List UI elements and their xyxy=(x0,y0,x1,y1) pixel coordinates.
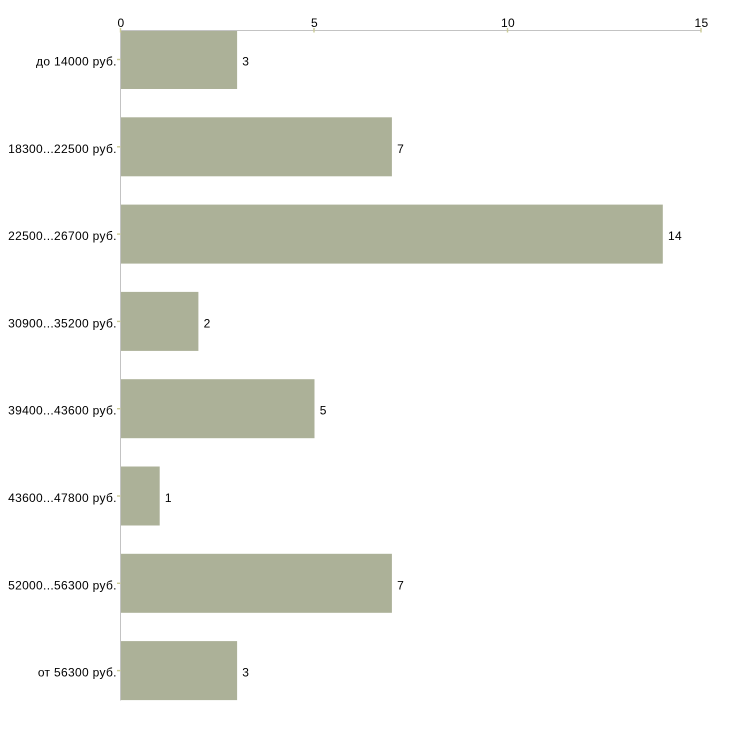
svg-text:до 14000 руб.: до 14000 руб. xyxy=(36,55,117,69)
svg-text:10: 10 xyxy=(501,16,515,30)
svg-text:14: 14 xyxy=(668,229,682,243)
svg-text:15: 15 xyxy=(695,16,709,30)
svg-text:18300...22500 руб.: 18300...22500 руб. xyxy=(8,142,117,156)
svg-text:5: 5 xyxy=(311,16,318,30)
svg-text:52000...56300 руб.: 52000...56300 руб. xyxy=(8,578,117,592)
svg-text:3: 3 xyxy=(242,666,249,680)
svg-text:5: 5 xyxy=(320,404,327,418)
svg-text:22500...26700 руб.: 22500...26700 руб. xyxy=(8,229,117,243)
svg-text:39400...43600 руб.: 39400...43600 руб. xyxy=(8,404,117,418)
svg-text:3: 3 xyxy=(242,55,249,69)
svg-text:43600...47800 руб.: 43600...47800 руб. xyxy=(8,491,117,505)
svg-text:2: 2 xyxy=(204,316,211,330)
svg-text:7: 7 xyxy=(397,578,404,592)
svg-text:от 56300 руб.: от 56300 руб. xyxy=(38,666,117,680)
svg-text:30900...35200 руб.: 30900...35200 руб. xyxy=(8,316,117,330)
svg-text:0: 0 xyxy=(118,16,125,30)
svg-text:1: 1 xyxy=(165,491,172,505)
svg-text:7: 7 xyxy=(397,142,404,156)
